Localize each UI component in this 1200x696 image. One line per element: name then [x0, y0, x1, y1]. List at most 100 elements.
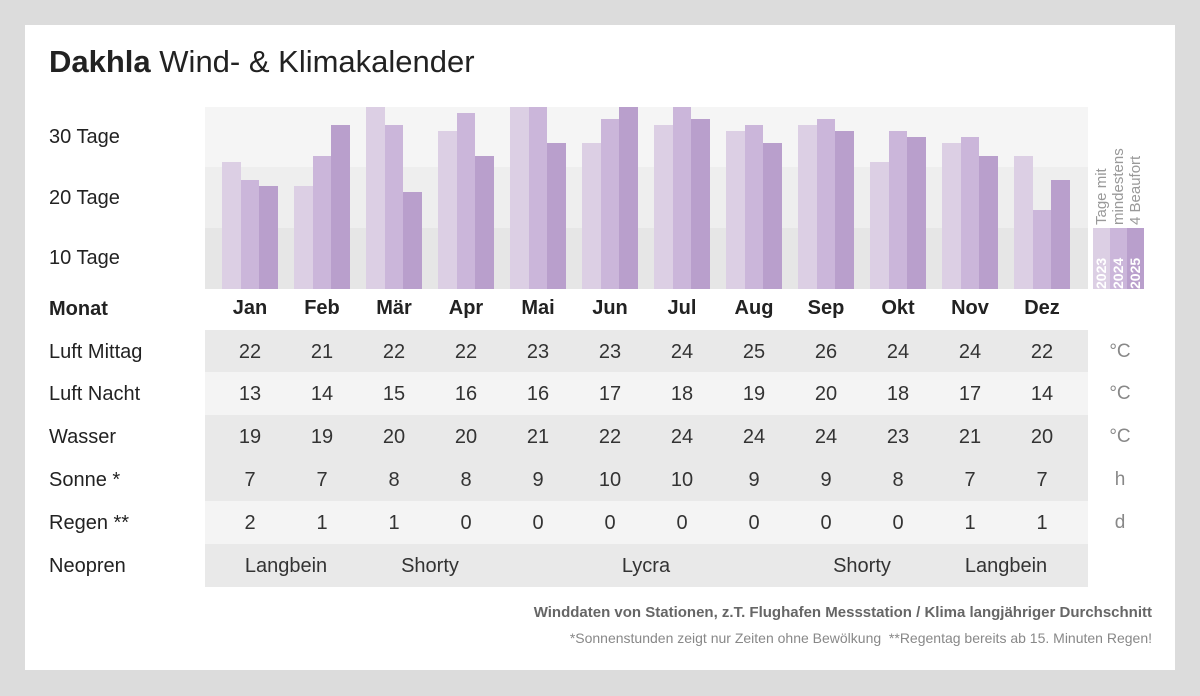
legend-title-line: 4 Beaufort: [1127, 155, 1144, 225]
row-label: Regen **: [49, 512, 130, 534]
table-cell: 24: [742, 426, 766, 448]
legend-title-line: mindestens: [1110, 148, 1127, 225]
table-cell: 23: [598, 341, 622, 363]
table-cell: 20: [814, 383, 838, 405]
table-cell: 21: [526, 426, 550, 448]
table-cell: 0: [604, 512, 616, 534]
bar-Sep-2023: [798, 125, 817, 289]
table-cell: 9: [820, 469, 832, 491]
table-cell: 22: [598, 426, 622, 448]
table-row: [205, 501, 1088, 544]
table-cell: 13: [238, 383, 262, 405]
table-cell: 8: [388, 469, 400, 491]
bar-Okt-2024: [888, 131, 907, 289]
table-cell: 14: [1030, 383, 1054, 405]
table-cell: 17: [598, 383, 622, 405]
bar-Aug-2025: [763, 143, 782, 289]
table-cell: 8: [892, 469, 904, 491]
table-cell: 10: [598, 469, 622, 491]
table-cell: 19: [742, 383, 766, 405]
row-label: Neopren: [49, 555, 126, 577]
footer-notes: *Sonnenstunden zeigt nur Zeiten ohne Bew…: [569, 630, 1152, 646]
wetsuit-cell: Langbein: [244, 555, 328, 577]
wetsuit-cell: Lycra: [621, 555, 671, 577]
bar-Jan-2023: [222, 161, 241, 289]
bar-Jun-2024: [600, 119, 619, 289]
bar-Dez-2023: [1014, 155, 1033, 289]
table-cell: 0: [532, 512, 544, 534]
unit-label: h: [1114, 469, 1126, 490]
table-cell: 25: [742, 341, 766, 363]
table-cell: 0: [892, 512, 904, 534]
bar-Okt-2023: [870, 161, 889, 289]
table-cell: 8: [460, 469, 472, 491]
bar-Feb-2025: [331, 125, 350, 289]
table-cell: 16: [454, 383, 478, 405]
bar-Sep-2025: [835, 131, 854, 289]
month-header: Mai: [521, 297, 555, 319]
table-cell: 23: [886, 426, 910, 448]
table-cell: 24: [670, 426, 694, 448]
table-cell: 21: [958, 426, 982, 448]
bar-Feb-2023: [294, 185, 313, 289]
bar-Dez-2024: [1032, 210, 1051, 289]
table-cell: 0: [820, 512, 832, 534]
month-header: Mär: [376, 297, 412, 319]
bar-Jul-2025: [691, 119, 710, 289]
bar-Mai-2025: [547, 143, 566, 289]
bar-Nov-2024: [960, 137, 979, 289]
table-cell: 7: [1036, 469, 1048, 491]
month-header: Jan: [232, 297, 268, 319]
table-cell: 7: [316, 469, 328, 491]
chart-band-mid: [205, 167, 1088, 228]
bar-Jun-2023: [582, 143, 601, 289]
header-label: Monat: [49, 298, 108, 320]
bar-Mär-2023: [366, 107, 385, 289]
table-cell: 1: [316, 512, 328, 534]
bar-Jan-2025: [259, 185, 278, 289]
table-cell: 24: [958, 341, 982, 363]
table-row: [205, 330, 1088, 372]
table-cell: 15: [382, 383, 406, 405]
table-cell: 22: [454, 341, 478, 363]
bar-Aug-2024: [744, 125, 763, 289]
table-cell: 0: [460, 512, 472, 534]
table-cell: 23: [526, 341, 550, 363]
bar-Okt-2025: [907, 137, 926, 289]
ytick-label: 20 Tage: [49, 187, 120, 209]
month-header: Jul: [667, 297, 697, 319]
month-header: Feb: [304, 297, 340, 319]
table-cell: 20: [454, 426, 478, 448]
bar-Feb-2024: [312, 155, 331, 289]
unit-label: °C: [1109, 426, 1131, 447]
table-cell: 0: [676, 512, 688, 534]
bar-Dez-2025: [1051, 179, 1070, 289]
unit-label: °C: [1109, 341, 1131, 362]
ytick-label: 10 Tage: [49, 247, 120, 269]
month-header: Dez: [1024, 297, 1060, 319]
legend-2025: 2025: [1127, 228, 1144, 289]
month-header: Aug: [734, 297, 774, 319]
chart-band-bottom: [205, 228, 1088, 289]
table-cell: 10: [670, 469, 694, 491]
month-header: Jun: [592, 297, 628, 319]
footer-source: Winddaten von Stationen, z.T. Flughafen …: [533, 604, 1152, 621]
wetsuit-cell: Shorty: [401, 555, 459, 577]
bar-Mai-2023: [510, 107, 529, 289]
table-cell: 24: [886, 341, 910, 363]
bar-Aug-2023: [726, 131, 745, 289]
table-cell: 7: [244, 469, 256, 491]
table-cell: 26: [814, 341, 838, 363]
table-cell: 19: [238, 426, 262, 448]
wetsuit-cell: Langbein: [964, 555, 1048, 577]
month-header: Okt: [881, 297, 915, 319]
bar-Nov-2025: [979, 155, 998, 289]
table-row: [205, 544, 1088, 587]
bar-Mär-2024: [384, 125, 403, 289]
table-cell: 20: [1030, 426, 1054, 448]
bar-Apr-2023: [438, 131, 457, 289]
table-cell: 1: [964, 512, 976, 534]
table-cell: 14: [310, 383, 334, 405]
row-label: Luft Mittag: [49, 341, 143, 363]
chart-band-top: [205, 107, 1088, 167]
